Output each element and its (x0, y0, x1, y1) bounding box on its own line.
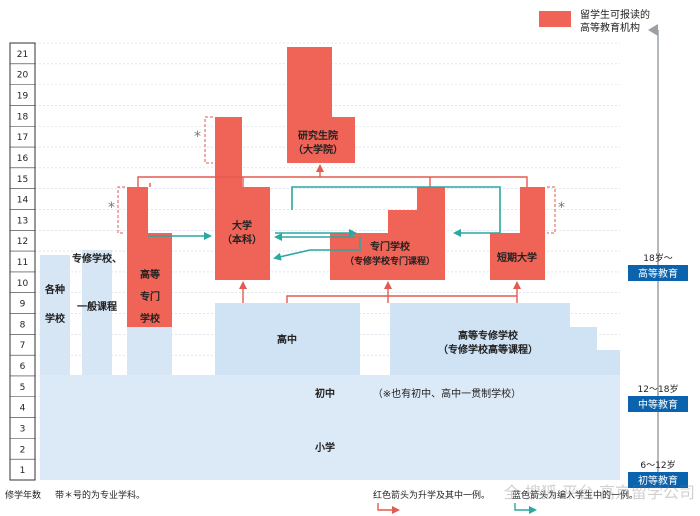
elementary-label: 小学 (314, 441, 335, 454)
specialist-brackets (117, 116, 556, 234)
various-schools-label-2: 学校 (45, 312, 66, 325)
arrow-top-bar (137, 176, 528, 187)
band-secondary (628, 396, 688, 412)
graduate-label-2: （大学院） (293, 143, 343, 156)
legend-red-arrow (377, 503, 400, 514)
lower-education (40, 250, 620, 480)
year-column (9, 42, 36, 481)
tech-high-label-1: 高等专修学校 (458, 329, 519, 342)
high-school-label: 高中 (277, 333, 297, 346)
vocational-label-2: （专修学校专门课程） (345, 255, 435, 267)
special-general-block (82, 250, 112, 375)
university-label-1: 大学 (232, 219, 252, 232)
year-label-3: 3 (20, 424, 26, 434)
university-block (215, 117, 270, 280)
year-label-12: 12 (17, 237, 28, 247)
year-label-13: 13 (17, 216, 28, 226)
band-higher (628, 265, 688, 281)
institution-labels: 研究生院 （大学院） 大学 （本科） 专门学校 （专修学校专门课程） 短期大学 … (44, 129, 537, 325)
various-schools-label-1: 各种 (44, 283, 65, 296)
junior-college-label: 短期大学 (497, 251, 537, 264)
year-label-21: 21 (17, 50, 28, 60)
transfer-arrows (148, 186, 501, 261)
special-general-label-1: 专修学校、 (72, 252, 122, 265)
age-secondary: 12～18岁 (638, 383, 679, 395)
arrow-hs-bridge (286, 295, 388, 303)
legend-teal-arrow (514, 503, 537, 514)
vocational-block (330, 187, 445, 280)
legend-label-line1: 留学生可报读的 (580, 8, 650, 21)
compulsory-block (40, 375, 620, 480)
junior-college-block (490, 187, 545, 280)
junior-high-label: 初中 (315, 387, 335, 400)
year-label-20: 20 (17, 71, 29, 81)
year-label-11: 11 (17, 258, 28, 268)
junior-high-note: （※也有初中、高中一贯制学校） (373, 387, 521, 400)
year-label-18: 18 (17, 112, 29, 122)
special-general-label-2: 一般课程 (77, 300, 117, 313)
year-label-14: 14 (17, 196, 29, 206)
transfer-voc-loop (310, 237, 361, 251)
tech-college-block (127, 187, 172, 327)
year-label-7: 7 (20, 341, 26, 351)
tech-college-label-3: 学校 (140, 312, 161, 325)
tech-high-label-2: （专修学校高等课程） (438, 343, 538, 356)
legend-swatch (539, 11, 571, 27)
transfer-to-univ (273, 249, 311, 261)
progression-arrows (137, 164, 528, 303)
graduate-school-block (287, 47, 355, 163)
year-label-6: 6 (20, 362, 26, 372)
years-label: 修学年数 (5, 489, 41, 501)
year-label-15: 15 (17, 175, 28, 185)
watermark: 全 搜狐 平台 高京留学公司 (504, 483, 695, 502)
band-primary-label: 初等教育 (638, 474, 678, 487)
various-schools-block (40, 255, 70, 375)
bracket-junior-college (547, 186, 556, 234)
year-label-4: 4 (20, 404, 26, 414)
band-higher-label: 高等教育 (638, 267, 678, 280)
band-primary (628, 472, 688, 488)
vocational-label-1: 专门学校 (370, 240, 411, 253)
higher-education (127, 47, 545, 327)
band-secondary-label: 中等教育 (638, 398, 678, 411)
tech-college-lower-block (127, 327, 172, 375)
lower-labels: 高中 高等专修学校 （专修学校高等课程） 初中 （※也有初中、高中一贯制学校） … (277, 329, 538, 454)
year-label-16: 16 (17, 154, 29, 164)
year-label-1: 1 (20, 466, 26, 476)
high-school-block (215, 303, 360, 375)
year-label-10: 10 (17, 279, 29, 289)
tech-college-label-1: 高等 (140, 268, 160, 281)
asterisk-note: 带＊号的为专业学科。 (55, 489, 145, 501)
year-label-19: 19 (17, 92, 29, 102)
legend-teal-text: 蓝色箭头为编入学生中的一例。 (512, 489, 638, 501)
transfer-jc-loop-top (291, 186, 501, 233)
legend-label-line2: 高等教育机构 (580, 21, 640, 34)
age-higher: 18岁～ (643, 252, 672, 264)
year-label-9: 9 (20, 300, 26, 310)
year-label-5: 5 (20, 383, 26, 393)
asterisk-university: * (194, 129, 201, 145)
university-label-2: （本科） (222, 233, 262, 246)
tech-college-label-2: 专门 (140, 290, 160, 303)
asterisk-junior-college: * (558, 200, 565, 216)
asterisk-tech-college: * (108, 200, 115, 216)
bracket-university (204, 116, 213, 164)
age-axis: 18岁～ 高等教育 12～18岁 中等教育 6～12岁 初等教育 (628, 24, 688, 488)
year-label-8: 8 (20, 320, 26, 330)
year-label-17: 17 (17, 133, 28, 143)
legend-red-text: 红色箭头为升学及其中一例。 (373, 489, 490, 501)
age-primary: 6～12岁 (640, 459, 675, 471)
bracket-tech-college (117, 186, 125, 234)
footer: 修学年数 带＊号的为专业学科。 红色箭头为升学及其中一例。 蓝色箭头为编入学生中… (5, 483, 695, 514)
graduate-label-1: 研究生院 (298, 129, 338, 142)
year-label-2: 2 (20, 445, 26, 455)
tech-high-block (390, 303, 620, 375)
